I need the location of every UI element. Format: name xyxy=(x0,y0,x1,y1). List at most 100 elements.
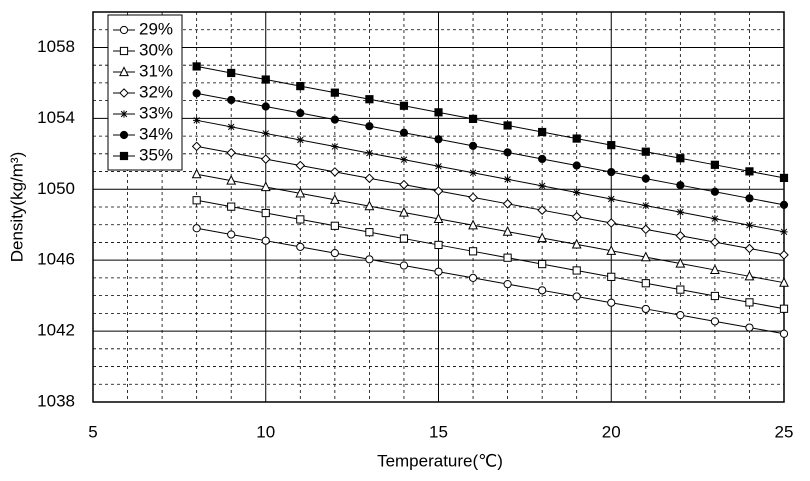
marker xyxy=(227,95,236,105)
marker xyxy=(572,292,581,301)
series-line xyxy=(196,65,785,179)
marker xyxy=(296,242,305,251)
marker xyxy=(676,181,685,190)
marker xyxy=(503,280,512,289)
marker xyxy=(503,253,512,262)
x-tick-label: 15 xyxy=(429,422,448,441)
series-line xyxy=(196,199,785,310)
marker xyxy=(434,240,443,250)
marker xyxy=(538,154,547,164)
marker xyxy=(502,225,513,236)
marker xyxy=(711,215,719,223)
marker xyxy=(193,116,201,124)
marker xyxy=(709,264,720,275)
marker xyxy=(607,272,616,281)
marker xyxy=(640,251,651,262)
marker xyxy=(779,329,789,338)
marker xyxy=(537,232,548,243)
y-tick-label: 1054 xyxy=(37,108,75,127)
marker xyxy=(295,187,306,198)
marker xyxy=(779,200,789,209)
marker xyxy=(399,128,409,137)
marker xyxy=(571,238,582,249)
series-line xyxy=(196,173,785,284)
marker xyxy=(607,167,616,177)
marker xyxy=(191,168,202,179)
marker xyxy=(641,174,650,183)
series-line xyxy=(196,227,785,335)
marker xyxy=(641,279,650,288)
marker xyxy=(260,154,271,164)
marker xyxy=(261,75,270,84)
legend-marker xyxy=(119,151,129,161)
x-tick-label: 10 xyxy=(256,422,275,441)
legend-marker xyxy=(119,88,129,98)
marker xyxy=(468,114,478,123)
marker xyxy=(191,141,202,152)
marker xyxy=(468,192,478,203)
marker xyxy=(434,162,443,170)
marker xyxy=(779,250,789,260)
marker xyxy=(399,261,409,270)
marker xyxy=(745,323,754,332)
marker xyxy=(779,173,789,183)
marker xyxy=(365,228,374,237)
y-tick-label: 1058 xyxy=(37,37,75,56)
marker xyxy=(607,298,616,307)
marker xyxy=(261,102,270,111)
series-line xyxy=(196,119,785,233)
marker xyxy=(296,215,305,224)
marker xyxy=(710,291,719,301)
marker xyxy=(538,127,547,137)
y-tick-label: 1038 xyxy=(37,391,75,410)
legend-label: 30% xyxy=(139,40,173,59)
marker xyxy=(571,211,582,222)
marker xyxy=(744,270,755,281)
y-tick-label: 1042 xyxy=(37,321,75,340)
marker xyxy=(572,266,581,275)
marker xyxy=(261,236,270,245)
marker xyxy=(227,123,235,131)
y-axis-label: Density(kg/m³) xyxy=(7,152,26,263)
legend-marker xyxy=(120,110,128,118)
marker xyxy=(675,230,686,241)
marker xyxy=(641,147,650,156)
marker xyxy=(330,88,339,97)
marker xyxy=(710,317,720,326)
marker xyxy=(365,95,374,104)
marker xyxy=(330,248,339,258)
marker xyxy=(641,304,650,314)
marker xyxy=(296,136,304,144)
marker xyxy=(399,179,409,190)
marker xyxy=(330,115,339,124)
legend-marker xyxy=(119,46,129,56)
marker xyxy=(330,221,339,230)
x-axis-label: Temperature(℃) xyxy=(377,451,503,470)
marker xyxy=(676,154,685,163)
marker xyxy=(676,208,684,216)
marker xyxy=(260,181,271,192)
marker xyxy=(744,243,755,254)
marker xyxy=(227,68,236,78)
marker xyxy=(399,234,409,243)
marker xyxy=(227,230,236,239)
marker xyxy=(365,149,373,157)
marker xyxy=(226,147,237,158)
marker xyxy=(365,122,374,131)
series-line xyxy=(196,145,785,256)
marker xyxy=(434,108,443,117)
legend-marker xyxy=(119,25,129,35)
marker xyxy=(192,224,201,233)
x-tick-label: 5 xyxy=(88,422,97,441)
marker xyxy=(538,286,547,295)
marker xyxy=(399,101,409,110)
marker xyxy=(227,202,236,211)
marker xyxy=(503,148,512,157)
marker xyxy=(365,255,374,264)
marker xyxy=(676,285,685,294)
x-tick-label: 20 xyxy=(602,422,621,441)
marker xyxy=(331,142,339,151)
marker xyxy=(606,245,617,255)
marker xyxy=(400,156,408,164)
